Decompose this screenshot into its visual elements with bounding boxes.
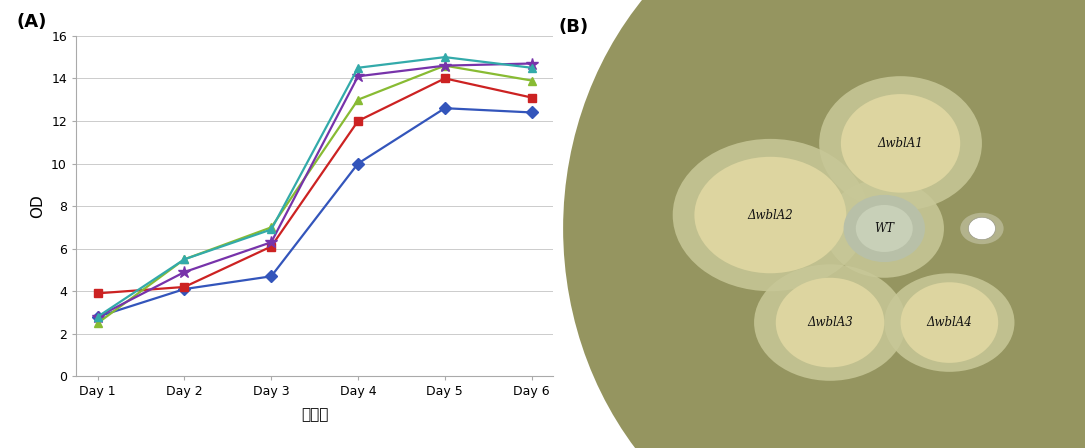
Ellipse shape [901,282,998,363]
Ellipse shape [856,205,912,252]
Ellipse shape [884,273,1014,372]
Text: (A): (A) [16,13,47,31]
Circle shape [968,217,996,240]
Text: ΔwblA1: ΔwblA1 [878,137,923,150]
Ellipse shape [776,278,884,367]
Text: ΔwblA3: ΔwblA3 [807,316,853,329]
Ellipse shape [673,139,868,291]
Text: WT: WT [875,222,894,235]
Y-axis label: OD: OD [30,194,46,218]
X-axis label: 배양일: 배양일 [301,407,329,422]
Ellipse shape [841,94,960,193]
Ellipse shape [819,76,982,211]
Ellipse shape [563,0,1085,448]
Ellipse shape [844,195,924,262]
Ellipse shape [960,213,1004,244]
Ellipse shape [825,179,944,278]
Ellipse shape [694,157,846,273]
Ellipse shape [711,40,1058,417]
Text: ΔwblA4: ΔwblA4 [927,316,972,329]
Ellipse shape [725,56,1044,401]
Text: ΔwblA2: ΔwblA2 [748,208,793,222]
Ellipse shape [716,46,1052,411]
Ellipse shape [754,264,906,381]
Text: (B): (B) [559,18,589,36]
